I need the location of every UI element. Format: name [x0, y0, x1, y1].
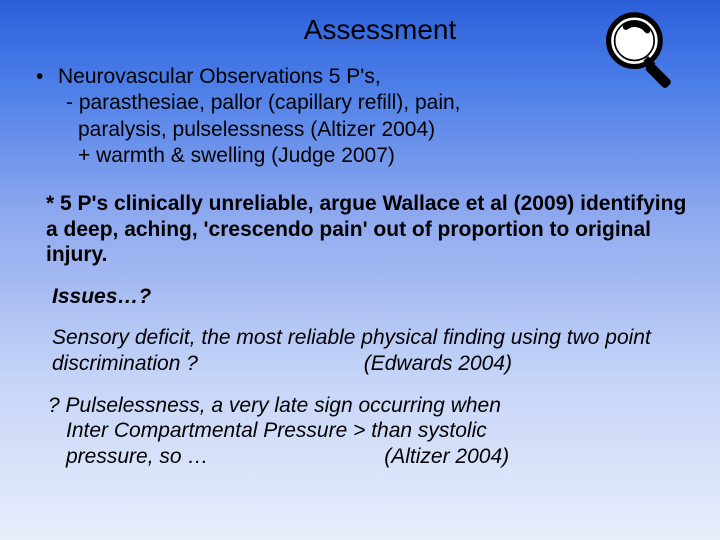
- pulselessness-ref: (Altizer 2004): [384, 444, 509, 470]
- sensory-ref: (Edwards 2004): [364, 351, 512, 377]
- pulselessness-paragraph: ? Pulselessness, a very late sign occurr…: [48, 393, 692, 470]
- issues-heading: Issues…?: [52, 284, 692, 310]
- note-five-ps: * 5 P's clinically unreliable, argue Wal…: [46, 191, 692, 268]
- pulselessness-line-2: Inter Compartmental Pressure > than syst…: [66, 418, 692, 444]
- bullet-list: • Neurovascular Observations 5 P's, - pa…: [36, 64, 692, 169]
- pulselessness-line-3-left: pressure, so …: [66, 445, 208, 468]
- magnifying-glass-icon: [600, 8, 686, 94]
- sensory-paragraph: Sensory deficit, the most reliable physi…: [52, 325, 692, 376]
- slide-title: Assessment: [68, 14, 692, 46]
- pulselessness-line-3: pressure, so … (Altizer 2004): [66, 444, 692, 470]
- bullet-line-3: + warmth & swelling (Judge 2007): [78, 143, 692, 169]
- bullet-line-1: - parasthesiae, pallor (capillary refill…: [66, 90, 692, 116]
- pulselessness-line-1: ? Pulselessness, a very late sign occurr…: [48, 393, 692, 419]
- slide-container: Assessment • Neurovascular Observations …: [0, 0, 720, 540]
- sensory-text: Sensory deficit, the most reliable physi…: [52, 326, 651, 375]
- bullet-marker: •: [36, 64, 58, 90]
- bullet-heading: Neurovascular Observations 5 P's,: [58, 64, 692, 90]
- bullet-line-2: paralysis, pulselessness (Altizer 2004): [78, 117, 692, 143]
